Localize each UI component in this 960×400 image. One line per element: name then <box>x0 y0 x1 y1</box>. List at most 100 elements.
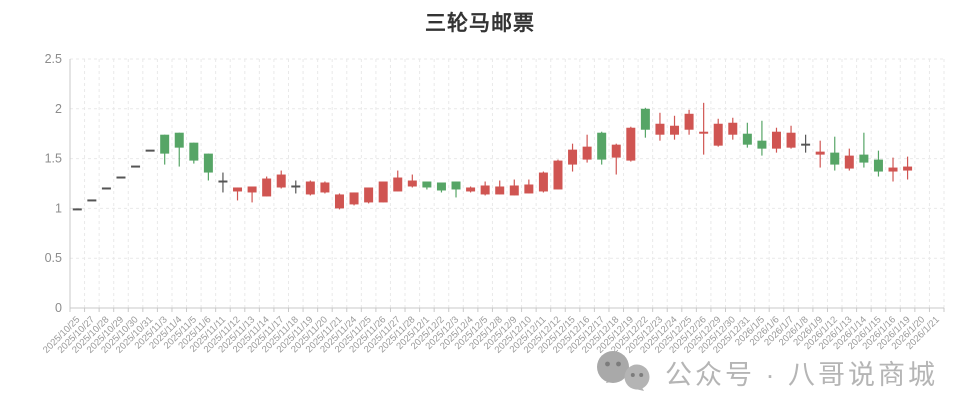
candle-2026/1/5 <box>757 120 767 156</box>
candle-body <box>393 177 403 192</box>
candle-2025/12/10 <box>524 179 534 194</box>
candle-body <box>859 154 869 163</box>
candle-2026/1/19 <box>903 156 913 180</box>
candle-body <box>276 174 286 188</box>
candle-body <box>291 185 301 188</box>
candle-2025/12/4 <box>466 186 476 193</box>
candle-2025/10/30 <box>131 165 141 168</box>
candle-2026/1/9 <box>815 140 825 168</box>
y-tick-label: 1.5 <box>45 152 62 166</box>
candle-2025/11/27 <box>393 170 403 192</box>
candle-2025/10/27 <box>87 199 97 202</box>
candle-2025/12/24 <box>670 115 680 140</box>
candle-body <box>611 144 621 158</box>
candle-2025/11/11 <box>218 172 228 193</box>
candle-body <box>247 186 257 193</box>
candle-2025/11/25 <box>364 187 374 204</box>
candles-series <box>72 102 913 211</box>
y-tick-label: 0.5 <box>45 251 62 265</box>
candle-body <box>509 185 519 196</box>
candle-2026/1/6 <box>771 127 781 153</box>
candle-body <box>480 185 490 195</box>
candle-2025/11/4 <box>174 132 184 167</box>
candle-2026/1/14 <box>859 132 869 168</box>
candle-body <box>378 181 388 203</box>
candle-body <box>334 194 344 209</box>
candle-2025/12/31 <box>742 122 752 148</box>
candle-body <box>262 178 272 197</box>
candle-body <box>815 151 825 155</box>
candle-2025/12/12 <box>553 159 563 190</box>
candle-body <box>116 176 126 179</box>
y-tick-label: 2.5 <box>45 52 62 66</box>
candle-2025/11/6 <box>203 153 213 181</box>
candle-2026/1/13 <box>844 148 854 171</box>
y-axis-labels: 0 0.5 1 1.5 2 2.5 <box>45 52 62 315</box>
candle-body <box>684 113 694 130</box>
candle-2025/12/9 <box>509 179 519 196</box>
candle-body <box>626 127 636 161</box>
candle-2025/10/29 <box>116 176 126 179</box>
candle-body <box>742 133 752 145</box>
candle-body <box>903 166 913 171</box>
candle-body <box>728 122 738 135</box>
candle-body <box>131 165 141 168</box>
candle-2025/12/11 <box>538 171 548 193</box>
candle-body <box>771 131 781 149</box>
candle-body <box>407 180 417 187</box>
candle-body <box>582 146 592 160</box>
y-tick-label: 2 <box>55 102 62 116</box>
chart-title: 三轮马邮票 <box>425 12 535 35</box>
candle-2025/11/24 <box>349 192 359 206</box>
candle-2025/11/12 <box>233 187 243 201</box>
candle-body <box>655 123 665 135</box>
candle-body <box>553 160 563 190</box>
candle-2025/10/28 <box>101 187 111 190</box>
candle-body <box>451 181 461 190</box>
candle-body <box>436 182 446 191</box>
candle-2025/11/17 <box>276 170 286 189</box>
candle-2025/11/13 <box>247 186 257 203</box>
candle-body <box>538 172 548 192</box>
y-tick-label: 1 <box>55 201 62 215</box>
y-tick-label: 0 <box>55 301 62 315</box>
candle-2025/12/16 <box>582 134 592 163</box>
candle-body <box>101 187 111 190</box>
candle-2025/12/2 <box>436 182 446 193</box>
candle-body <box>786 132 796 148</box>
candle-body <box>87 199 97 202</box>
candle-body <box>203 153 213 173</box>
candle-2025/11/19 <box>305 180 315 196</box>
candle-body <box>233 187 243 192</box>
grid-lines <box>70 58 945 308</box>
candle-body <box>873 159 883 172</box>
candle-body <box>597 132 607 160</box>
candle-2025/11/28 <box>407 174 417 188</box>
candle-2026/1/16 <box>888 157 898 182</box>
candle-2025/12/5 <box>480 181 490 196</box>
candle-body <box>320 182 330 193</box>
candle-body <box>801 143 811 146</box>
candle-body <box>174 132 184 148</box>
candle-body <box>466 187 476 192</box>
candle-2025/11/21 <box>334 193 344 210</box>
candle-2025/12/29 <box>713 118 723 147</box>
candle-2025/11/26 <box>378 181 388 203</box>
candle-body <box>757 140 767 149</box>
candle-2025/12/8 <box>495 180 505 195</box>
candle-2026/1/12 <box>830 136 840 171</box>
candle-2025/12/23 <box>655 112 665 141</box>
candle-body <box>670 125 680 135</box>
candle-2025/11/14 <box>262 176 272 197</box>
candle-2025/12/3 <box>451 181 461 198</box>
candle-body <box>160 134 170 154</box>
candle-body <box>218 180 228 183</box>
candle-body <box>305 181 315 195</box>
candle-body <box>364 187 374 203</box>
candle-body <box>713 123 723 146</box>
candle-2025/12/1 <box>422 181 432 190</box>
candle-body <box>699 131 709 134</box>
candle-body <box>568 149 578 165</box>
candle-body <box>888 167 898 172</box>
